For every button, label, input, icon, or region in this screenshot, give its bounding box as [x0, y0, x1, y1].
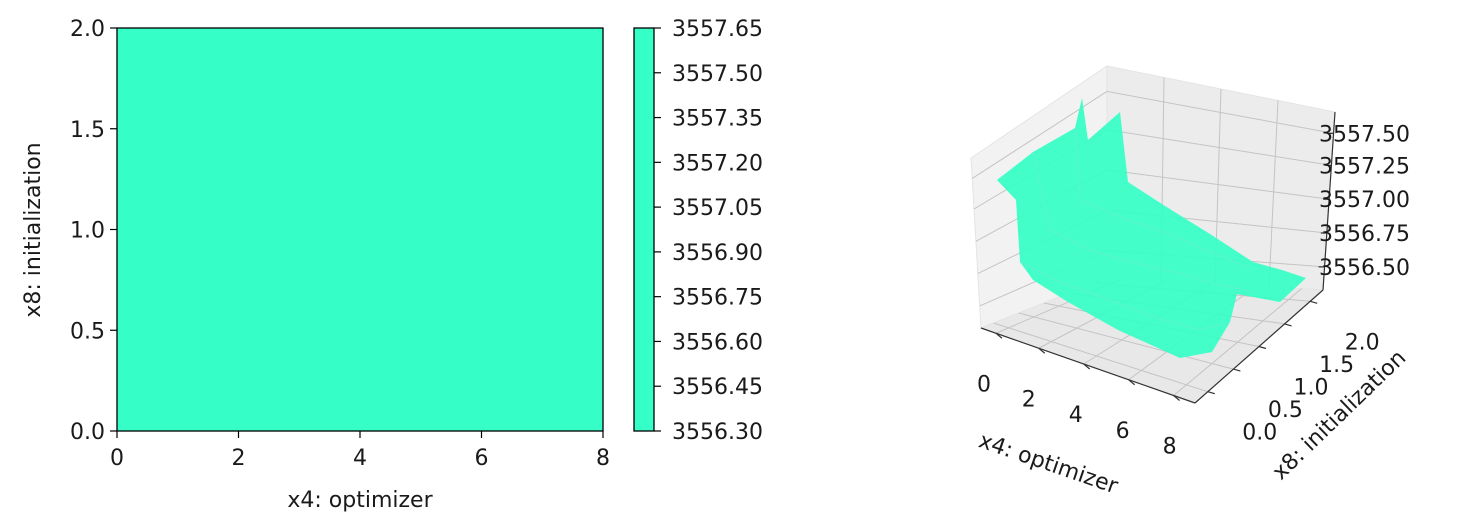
- z3d-tick-label: 3557.50: [1319, 122, 1410, 147]
- y-tick-label: 0.0: [70, 420, 105, 445]
- heatmap-x-ticks: 0 2 4 6 8: [110, 431, 610, 471]
- y3d-tick-mark: [1310, 300, 1318, 304]
- grid-line-back: [1268, 100, 1279, 288]
- x-tick-label: 8: [596, 446, 610, 471]
- surface-ticks: 0 2 4 6 8 0.00.51.01.52.0 3556.50 3556.75 3557.0…: [977, 122, 1410, 459]
- surface-x-label: x4: optimizer: [975, 428, 1121, 499]
- heatmap-y-ticks: 0.0 0.5 1.0 1.5 2.0: [70, 17, 117, 445]
- y3d-tick-label: 0.5: [1268, 398, 1303, 423]
- heatmap-area: [117, 28, 603, 431]
- x3d-tick-label: 4: [1069, 403, 1083, 428]
- colorbar-tick-label: 3556.75: [672, 286, 763, 311]
- x3d-tick-label: 8: [1163, 435, 1177, 460]
- y3d-tick-label: 1.5: [1319, 353, 1354, 378]
- colorbar-body: [633, 27, 655, 432]
- colorbar-tick-label: 3557.65: [672, 17, 763, 42]
- colorbar-tick-label: 3557.50: [672, 62, 763, 87]
- x3d-tick-label: 2: [1022, 387, 1036, 412]
- z3d-tick-label: 3557.25: [1319, 154, 1410, 179]
- y3d-tick-label: 2.0: [1345, 330, 1380, 355]
- y-tick-label: 2.0: [70, 17, 105, 42]
- x-tick-label: 4: [353, 446, 367, 471]
- colorbar-tick-label: 3556.45: [672, 375, 763, 400]
- y3d-tick-label: 0.0: [1242, 421, 1277, 446]
- y3d-tick-label: 1.0: [1294, 376, 1329, 401]
- x3d-tick-label: 6: [1116, 419, 1130, 444]
- x-tick-label: 0: [110, 446, 124, 471]
- y-tick-label: 1.0: [70, 219, 105, 244]
- x3d-tick-mark: [1083, 363, 1091, 370]
- y-tick-label: 1.5: [70, 118, 105, 143]
- colorbar-tick-label: 3557.35: [672, 107, 763, 132]
- colorbar-tick-label: 3556.90: [672, 241, 763, 266]
- colorbar-ticks: 3556.30 3556.45 3556.60 3556.75 3556.90 3557.…: [654, 17, 763, 445]
- surface-panel: 0 2 4 6 8 0.00.51.01.52.0 3556.50 3556.75 3557.0…: [970, 65, 1411, 500]
- grid-line-y: [993, 322, 1208, 393]
- colorbar-tick-label: 3556.30: [672, 420, 763, 445]
- heatmap-y-label: x8: initialization: [21, 142, 46, 317]
- y-tick-label: 0.5: [70, 319, 105, 344]
- z3d-tick-label: 3556.75: [1319, 222, 1410, 247]
- surface-facet-line: [1032, 151, 1256, 293]
- colorbar-tick-label: 3556.60: [672, 330, 763, 355]
- x3d-tick-mark: [995, 332, 1003, 339]
- heatmap-panel: 0 2 4 6 8 0.0 0.5 1.0 1.5 2.0 x4: optimizer x8: …: [21, 17, 610, 513]
- x3d-tick-mark: [1173, 395, 1180, 401]
- x-axis-line: [980, 327, 1196, 404]
- surface-facet-line: [1019, 261, 1231, 331]
- surface-facet-line: [1074, 127, 1251, 269]
- grid-line-z: [971, 90, 1334, 179]
- x3d-tick-mark: [1038, 347, 1046, 354]
- y3d-tick-mark: [1258, 345, 1267, 350]
- x3d-tick-label: 0: [977, 372, 991, 397]
- colorbar: 3556.30 3556.45 3556.60 3556.75 3556.90 3557.…: [633, 17, 763, 445]
- colorbar-tick-label: 3557.05: [672, 196, 763, 221]
- y3d-tick-mark: [1233, 368, 1241, 372]
- x3d-tick-mark: [1128, 379, 1136, 386]
- y3d-tick-mark: [1284, 323, 1292, 327]
- y3d-tick-mark: [1207, 391, 1215, 395]
- z-axis-line: [1322, 111, 1336, 291]
- heatmap-x-label: x4: optimizer: [287, 488, 433, 513]
- x-tick-label: 6: [475, 446, 489, 471]
- x-tick-label: 2: [232, 446, 246, 471]
- grid-line-y: [1018, 312, 1234, 370]
- colorbar-tick-label: 3557.20: [672, 151, 763, 176]
- z3d-tick-label: 3557.00: [1319, 188, 1410, 213]
- surface: [997, 98, 1306, 358]
- z3d-tick-label: 3556.50: [1319, 256, 1410, 281]
